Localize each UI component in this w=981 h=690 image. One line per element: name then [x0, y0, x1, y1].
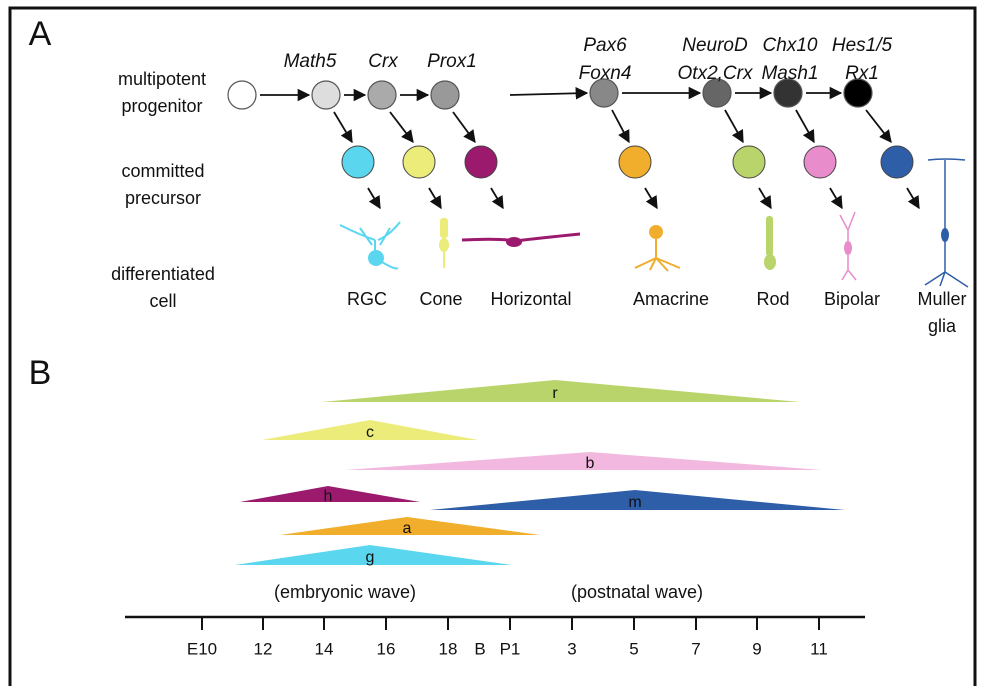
row-label: multipotent [118, 69, 206, 89]
wave-label: m [628, 494, 641, 511]
cell-label: Horizontal [490, 289, 571, 309]
progenitor-cell [312, 81, 340, 109]
gene-label: Mash1 [761, 63, 818, 84]
gene-label: Crx [368, 51, 399, 72]
tick-label: 16 [377, 639, 396, 658]
cell-label: RGC [347, 289, 387, 309]
gene-label: Foxn4 [579, 63, 632, 84]
tick-label: 18 [439, 639, 458, 658]
gene-label: Math5 [284, 51, 337, 72]
precursor-cell [804, 146, 836, 178]
wave-label: c [366, 424, 374, 441]
tick-label: B [474, 639, 485, 658]
wave-phase-label: (embryonic wave) [274, 582, 416, 602]
wave-label: r [552, 385, 558, 402]
bipolar-soma [844, 241, 852, 255]
wave-label: h [324, 488, 333, 505]
precursor-cell [403, 146, 435, 178]
rgc-soma [368, 250, 384, 266]
gene-label: Otx2,Crx [678, 63, 754, 84]
progenitor-cell [368, 81, 396, 109]
wave-label: a [403, 520, 412, 537]
cell-label: Amacrine [633, 289, 709, 309]
muller-soma [941, 228, 949, 242]
progenitor-cell [431, 81, 459, 109]
wave-phase-label: (postnatal wave) [571, 582, 703, 602]
cell-label: Bipolar [824, 289, 880, 309]
gene-label: Pax6 [583, 35, 627, 56]
row-label: differentiated [111, 264, 215, 284]
progenitor-cell [228, 81, 256, 109]
cell-label: Rod [756, 289, 789, 309]
gene-label: NeuroD [682, 35, 748, 56]
tick-label: 3 [567, 639, 576, 658]
wave-label: b [586, 455, 595, 472]
cell-label: Cone [419, 289, 462, 309]
tick-label: 7 [691, 639, 700, 658]
row-label: precursor [125, 188, 201, 208]
tick-label: 11 [810, 639, 828, 658]
cell-label: glia [928, 316, 957, 336]
panel-label: B [29, 354, 52, 392]
figure: Amultipotent progenitor committed precursor… [0, 0, 981, 690]
gene-label: Prox1 [427, 51, 477, 72]
precursor-cell [619, 146, 651, 178]
panel-label: A [29, 15, 52, 53]
gene-label: Chx10 [763, 35, 818, 56]
page: Amultipotent progenitor committed precursor… [0, 0, 981, 690]
precursor-cell [733, 146, 765, 178]
amacrine-soma [649, 225, 663, 239]
cone-soma [439, 238, 449, 252]
cell-label: Muller [917, 289, 966, 309]
gene-label: Hes1/5 [832, 35, 893, 56]
rod-soma [764, 254, 776, 270]
cone-cell [440, 218, 448, 238]
tick-label: 5 [629, 639, 638, 658]
tick-label: P1 [500, 639, 521, 658]
gene-label: Rx1 [845, 63, 879, 84]
tick-label: 12 [254, 639, 273, 658]
tick-label: 14 [315, 639, 334, 658]
row-label: progenitor [121, 96, 202, 116]
precursor-cell [881, 146, 913, 178]
tick-label: E10 [187, 639, 217, 658]
precursor-cell [465, 146, 497, 178]
horizontal-soma [506, 237, 522, 247]
precursor-cell [342, 146, 374, 178]
row-label: committed [121, 161, 204, 181]
rod-cell [766, 216, 773, 256]
wave-label: g [366, 549, 375, 566]
row-label: cell [149, 291, 176, 311]
tick-label: 9 [752, 639, 761, 658]
